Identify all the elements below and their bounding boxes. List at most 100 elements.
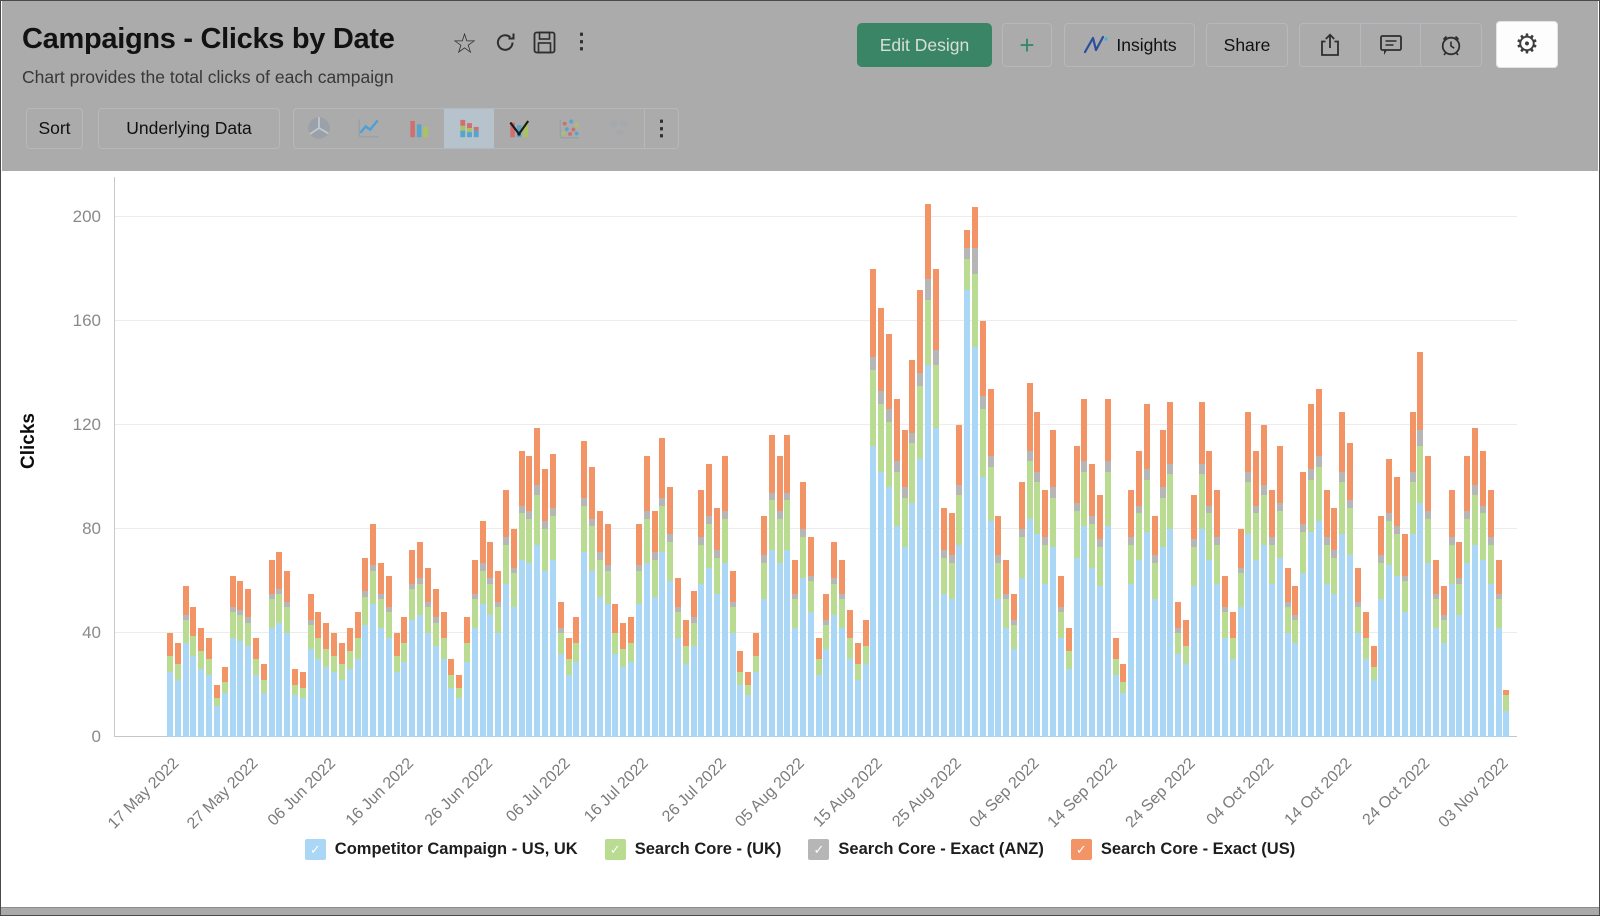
stacked-bar[interactable] (628, 617, 635, 737)
stacked-bar[interactable] (1401, 534, 1408, 737)
stacked-bar[interactable] (284, 570, 291, 737)
refresh-icon[interactable] (493, 30, 518, 55)
stacked-bar[interactable] (315, 612, 322, 737)
stacked-bar[interactable] (643, 456, 650, 737)
legend-item[interactable]: ✓ Competitor Campaign - US, UK (304, 839, 578, 860)
stacked-bar[interactable] (1050, 430, 1057, 737)
stacked-bar[interactable] (1011, 594, 1018, 737)
stacked-bar[interactable] (174, 643, 181, 737)
stacked-bar[interactable] (409, 549, 416, 737)
stacked-bar[interactable] (760, 516, 767, 737)
stacked-bar[interactable] (878, 308, 885, 737)
favorite-star-icon[interactable]: ☆ (452, 28, 478, 59)
stacked-bar[interactable] (479, 521, 486, 737)
legend-checkbox[interactable]: ✓ (808, 839, 830, 860)
stacked-bar[interactable] (1089, 464, 1096, 737)
stacked-bar[interactable] (1222, 575, 1229, 737)
stacked-bar[interactable] (870, 269, 877, 737)
stacked-bar[interactable] (229, 575, 236, 737)
underlying-data-button[interactable]: Underlying Data (98, 107, 280, 149)
stacked-bar[interactable] (362, 557, 369, 737)
stacked-bar[interactable] (589, 466, 595, 737)
stacked-bar[interactable] (323, 622, 330, 737)
stacked-bar[interactable] (1206, 451, 1213, 737)
stacked-bar[interactable] (1229, 612, 1236, 737)
stacked-bar[interactable] (651, 510, 658, 737)
stacked-bar[interactable] (1339, 412, 1346, 737)
stacked-bar[interactable] (1315, 388, 1322, 737)
stacked-bar[interactable] (440, 612, 447, 737)
stacked-bar[interactable] (573, 617, 580, 737)
stacked-bar[interactable] (542, 469, 549, 737)
stacked-bar[interactable] (987, 388, 994, 737)
stacked-bar[interactable] (1245, 412, 1252, 737)
stacked-bar[interactable] (206, 638, 213, 737)
stacked-bar[interactable] (1472, 427, 1479, 737)
stacked-bar[interactable] (1167, 401, 1174, 737)
stacked-bar[interactable] (526, 456, 533, 737)
stacked-bar[interactable] (1479, 451, 1486, 737)
stacked-bar[interactable] (331, 633, 338, 737)
stacked-bar[interactable] (1159, 430, 1166, 737)
stacked-bar[interactable] (885, 334, 892, 737)
stacked-bar[interactable] (385, 575, 392, 737)
stacked-bar[interactable] (1495, 560, 1502, 737)
stacked-bar[interactable] (581, 440, 588, 737)
stacked-bar[interactable] (1143, 404, 1150, 737)
stacked-bar[interactable] (190, 607, 197, 737)
export-button[interactable] (1300, 24, 1360, 66)
stacked-bar[interactable] (268, 560, 275, 737)
stacked-bar[interactable] (964, 230, 971, 737)
more-chart-types-button[interactable]: ⋮ (644, 108, 678, 148)
stacked-bar[interactable] (1440, 586, 1447, 737)
alerts-button[interactable] (1420, 24, 1481, 66)
stacked-bar[interactable] (635, 523, 642, 737)
stacked-bar[interactable] (1112, 638, 1119, 737)
stacked-bar[interactable] (167, 633, 173, 737)
stacked-bar[interactable] (604, 523, 611, 737)
stacked-bar[interactable] (1292, 586, 1299, 737)
stacked-bar[interactable] (393, 633, 400, 737)
stacked-bar[interactable] (1362, 612, 1369, 737)
sort-button[interactable]: Sort (26, 107, 83, 149)
stacked-bar[interactable] (1065, 627, 1072, 737)
stacked-bar[interactable] (1448, 490, 1455, 737)
stacked-bar[interactable] (198, 627, 205, 737)
stacked-bar[interactable] (378, 562, 384, 737)
stacked-bar[interactable] (1464, 456, 1471, 737)
stacked-bar[interactable] (354, 612, 361, 737)
stacked-bar[interactable] (1057, 575, 1064, 737)
stacked-bar[interactable] (1456, 542, 1463, 737)
stacked-bar[interactable] (792, 560, 799, 737)
stacked-bar[interactable] (401, 617, 408, 737)
stacked-bar[interactable] (823, 594, 830, 737)
stacked-bar[interactable] (620, 622, 627, 737)
stacked-bar[interactable] (471, 560, 478, 737)
stacked-bar[interactable] (901, 430, 908, 737)
stacked-bar[interactable] (1214, 490, 1221, 737)
legend-item[interactable]: ✓ Search Core - Exact (ANZ) (808, 839, 1044, 860)
share-button[interactable]: Share (1206, 23, 1288, 67)
stacked-bar[interactable] (495, 570, 502, 737)
stacked-bar[interactable] (487, 542, 494, 737)
legend-checkbox[interactable]: ✓ (1070, 839, 1092, 860)
stacked-bar[interactable] (1136, 451, 1143, 737)
stacked-bar[interactable] (909, 360, 916, 737)
stacked-bar[interactable] (1081, 399, 1088, 737)
stacked-bar[interactable] (448, 659, 455, 737)
stacked-bar[interactable] (846, 609, 853, 737)
stacked-bar[interactable] (276, 552, 283, 737)
stacked-bar[interactable] (737, 651, 744, 737)
stacked-bar[interactable] (807, 536, 814, 737)
stacked-bar[interactable] (549, 453, 556, 737)
legend-item[interactable]: ✓ Search Core - Exact (US) (1070, 839, 1295, 860)
legend-checkbox[interactable]: ✓ (604, 839, 626, 860)
stacked-bar[interactable] (518, 451, 525, 737)
stacked-bar[interactable] (260, 664, 267, 737)
settings-button[interactable]: ⚙ (1496, 21, 1558, 68)
stacked-bar[interactable] (338, 643, 345, 737)
stacked-bar[interactable] (815, 638, 822, 737)
chart-type-line[interactable] (344, 109, 394, 148)
add-button[interactable]: + (1002, 23, 1052, 67)
stacked-bar[interactable] (1175, 601, 1182, 737)
